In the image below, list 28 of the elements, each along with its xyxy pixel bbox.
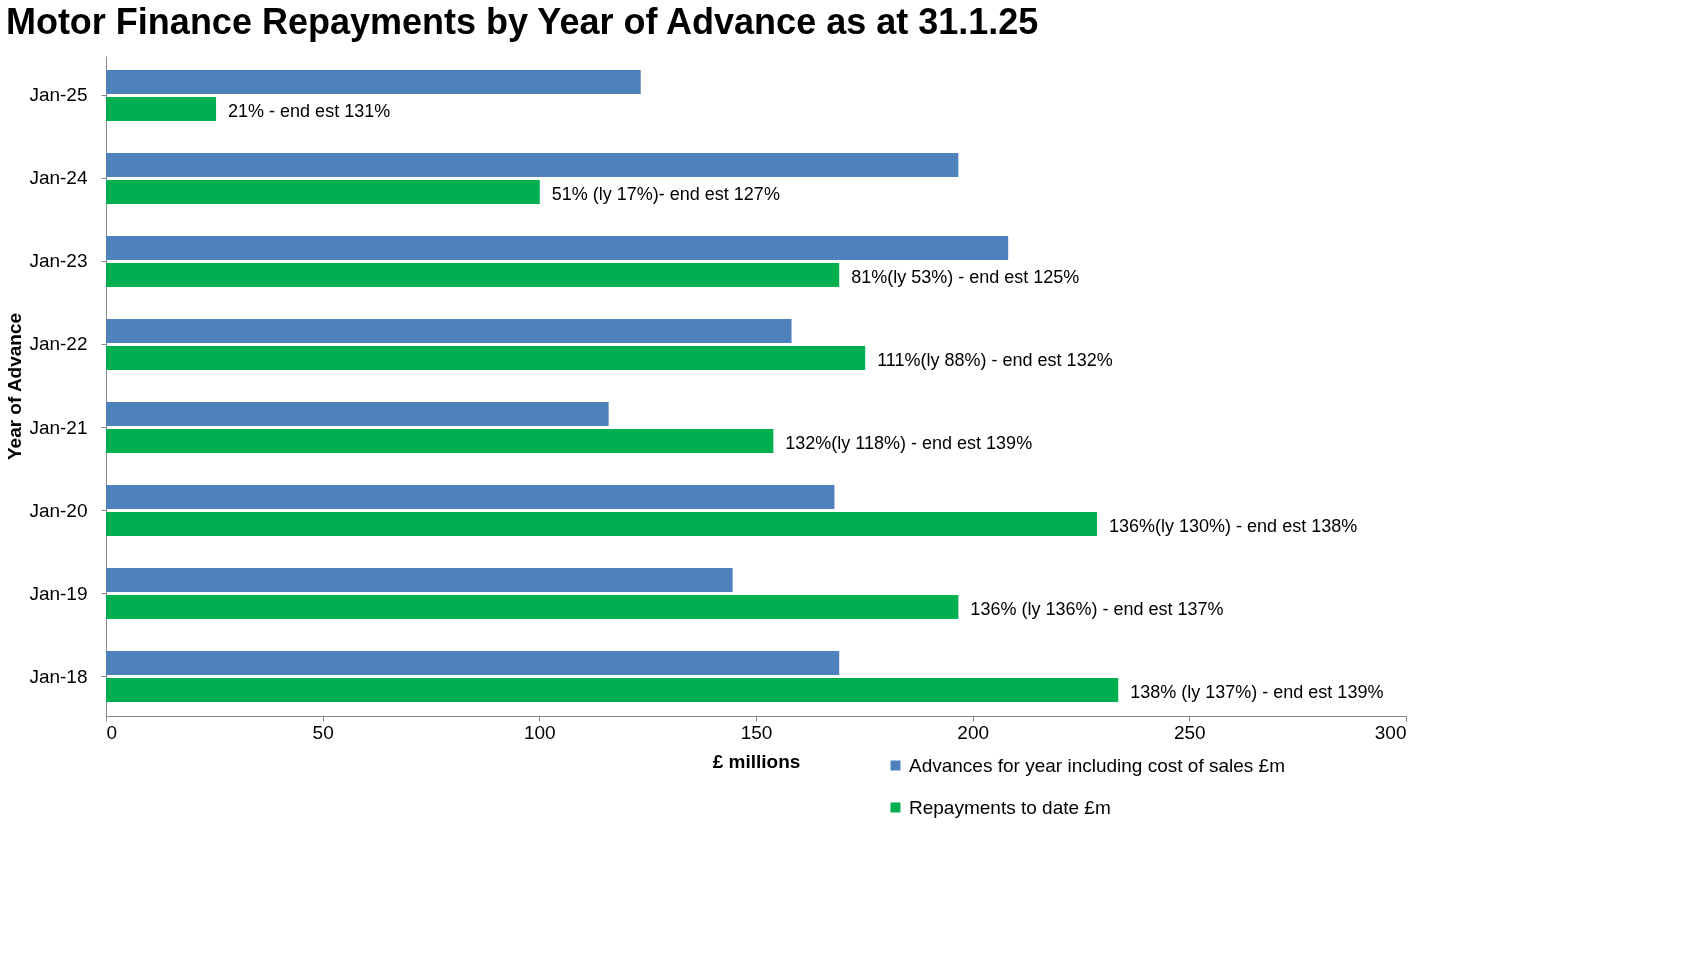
- x-tick-label: 100: [523, 721, 556, 743]
- y-tick-label: Jan-18: [29, 665, 88, 687]
- annotation: 136%(ly 130%) - end est 138%: [1109, 516, 1358, 537]
- x-tick-label: 0: [106, 721, 118, 743]
- annotation: 138% (ly 137%) - end est 139%: [1130, 682, 1384, 703]
- annotation: 132%(ly 118%) - end est 139%: [785, 433, 1033, 453]
- y-axis-title: Year of Advance: [4, 312, 26, 461]
- x-tick-label: 250: [1173, 721, 1206, 743]
- annotation: 81%(ly 53%) - end est 125%: [851, 266, 1080, 287]
- x-axis-title: £ millions: [712, 750, 801, 772]
- x-tick-label: 300: [1374, 721, 1407, 743]
- x-tick-label: 150: [740, 721, 773, 743]
- legend-label: Repayments to date £m: [909, 796, 1111, 818]
- y-tick-label: Jan-22: [29, 333, 88, 355]
- y-tick-label: Jan-19: [29, 582, 88, 604]
- annotation: 51% (ly 17%)- end est 127%: [551, 183, 780, 204]
- chart-title: Motor Finance Repayments by Year of Advance as at 31.1.25: [5, 1, 1039, 42]
- y-tick-label: Jan-24: [29, 167, 88, 189]
- annotation: 21% - end est 131%: [228, 100, 391, 121]
- legend-label: Advances for year including cost of sales £m: [909, 754, 1285, 776]
- x-tick-label: 50: [312, 721, 334, 743]
- y-tick-label: Jan-25: [29, 84, 88, 106]
- y-tick-label: Jan-20: [29, 499, 88, 521]
- y-tick-label: Jan-23: [29, 250, 88, 272]
- x-tick-label: 200: [957, 721, 990, 743]
- annotation: 136% (ly 136%) - end est 137%: [970, 599, 1224, 620]
- y-tick-label: Jan-21: [29, 416, 88, 438]
- annotation: 111%(ly 88%) - end est 132%: [877, 349, 1113, 370]
